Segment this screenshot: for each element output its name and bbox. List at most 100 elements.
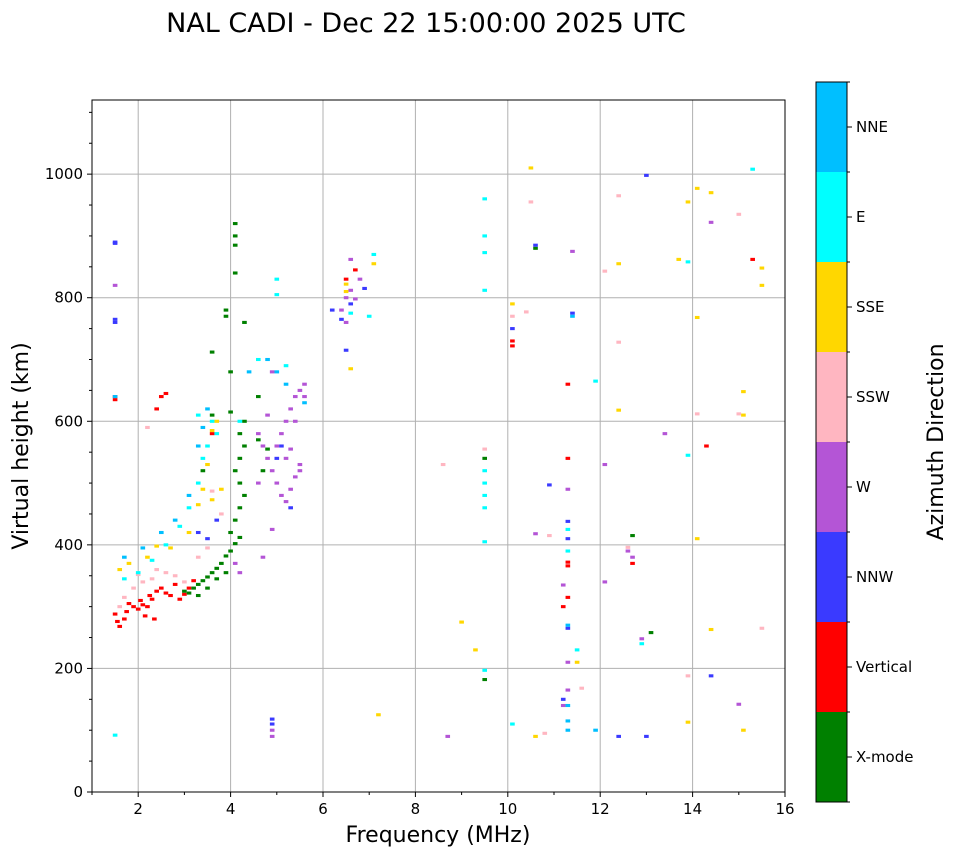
data-point-nne	[565, 719, 571, 723]
data-point-sse	[694, 186, 700, 190]
data-point-vertical	[138, 598, 143, 603]
data-point-x-mode	[228, 530, 233, 535]
data-point-sse	[694, 537, 700, 541]
colorbar-segment	[816, 712, 847, 802]
x-tick-label: 10	[498, 800, 517, 818]
data-point-w	[269, 527, 275, 531]
data-point-w	[565, 660, 571, 664]
data-point-e	[195, 481, 201, 485]
data-point-nnw	[565, 519, 571, 523]
data-point-w	[602, 580, 608, 584]
data-point-sse	[376, 713, 381, 717]
data-point-w	[256, 432, 261, 436]
data-point-nnw	[195, 530, 201, 535]
data-point-vertical	[630, 561, 635, 565]
data-point-x-mode	[242, 419, 247, 423]
colorbar-segment	[816, 82, 847, 172]
data-point-vertical	[124, 610, 129, 614]
data-point-nne	[565, 623, 571, 627]
data-point-e	[186, 506, 192, 510]
data-point-e	[750, 167, 755, 171]
data-point-nnw	[269, 722, 275, 726]
data-point-sse	[708, 191, 714, 195]
data-point-sse	[126, 561, 132, 565]
data-point-e	[214, 432, 220, 436]
data-point-sse	[741, 728, 746, 732]
data-point-x-mode	[200, 469, 206, 473]
data-point-nne	[283, 382, 289, 386]
data-point-w	[292, 419, 298, 423]
data-point-sse	[616, 408, 621, 412]
data-point-nnw	[348, 302, 354, 306]
data-point-sse	[219, 487, 224, 491]
data-point-vertical	[163, 591, 169, 595]
data-point-w	[288, 487, 293, 491]
data-point-nne	[570, 314, 575, 318]
y-tick-label: 200	[54, 659, 83, 677]
y-tick-label: 400	[54, 536, 83, 554]
y-tick-label: 600	[54, 412, 83, 430]
data-point-sse	[741, 413, 746, 417]
data-point-nne	[122, 555, 127, 559]
y-tick-label: 0	[73, 783, 83, 801]
data-point-nne	[200, 425, 206, 430]
data-point-nnw	[112, 240, 118, 244]
data-point-nnw	[708, 674, 714, 678]
data-point-x-mode	[232, 243, 238, 247]
data-point-x-mode	[209, 350, 215, 354]
grid-lines	[92, 100, 786, 793]
data-point-e	[274, 277, 280, 281]
data-point-x-mode	[237, 535, 243, 539]
x-tick-label: 4	[226, 800, 236, 818]
x-tick-label: 2	[133, 800, 143, 818]
colorbar: X-mode Vertical NNW W SSW SSE E NNE	[816, 81, 913, 803]
data-point-w	[353, 297, 358, 301]
data-point-nne	[158, 530, 164, 535]
data-point-ssw	[616, 340, 621, 344]
data-point-ssw	[117, 605, 123, 609]
data-point-nnw	[343, 348, 349, 352]
data-point-ssw	[219, 512, 224, 516]
data-point-w	[297, 462, 303, 467]
data-point-x-mode	[256, 395, 261, 399]
data-point-e	[177, 524, 183, 528]
data-point-ssw	[523, 310, 529, 314]
data-point-nnw	[329, 308, 335, 312]
data-point-nne	[140, 546, 146, 550]
data-point-nnw	[288, 506, 293, 510]
data-point-x-mode	[191, 586, 196, 590]
data-point-x-mode	[237, 506, 243, 510]
data-point-ssw	[694, 412, 700, 416]
data-point-e	[565, 527, 571, 531]
data-point-x-mode	[482, 456, 488, 460]
data-point-w	[260, 444, 266, 448]
data-point-ssw	[135, 572, 141, 577]
x-tick-label: 12	[591, 800, 610, 818]
data-point-vertical	[117, 624, 123, 628]
data-point-vertical	[510, 339, 515, 343]
data-point-x-mode	[223, 571, 229, 575]
data-point-x-mode	[260, 469, 266, 473]
data-point-e	[366, 314, 372, 318]
data-point-nnw	[112, 317, 118, 321]
data-point-sse	[533, 734, 538, 738]
data-point-x-mode	[228, 410, 233, 414]
data-point-e	[482, 234, 488, 238]
data-point-w	[565, 688, 571, 692]
data-point-e	[200, 456, 206, 460]
data-point-vertical	[560, 605, 566, 609]
data-point-vertical	[158, 395, 164, 399]
data-point-sse	[574, 660, 580, 664]
data-point-w	[265, 456, 270, 460]
data-point-e	[482, 493, 488, 497]
y-tick-label: 1000	[45, 165, 83, 183]
data-point-e	[195, 413, 201, 417]
data-point-vertical	[147, 593, 153, 598]
data-point-ssw	[172, 574, 178, 578]
data-point-w	[265, 413, 270, 417]
colorbar-frame	[815, 81, 848, 803]
data-point-x-mode	[242, 444, 247, 448]
data-point-ssw	[547, 534, 552, 538]
data-point-x-mode	[205, 575, 210, 579]
data-point-e	[510, 722, 515, 726]
